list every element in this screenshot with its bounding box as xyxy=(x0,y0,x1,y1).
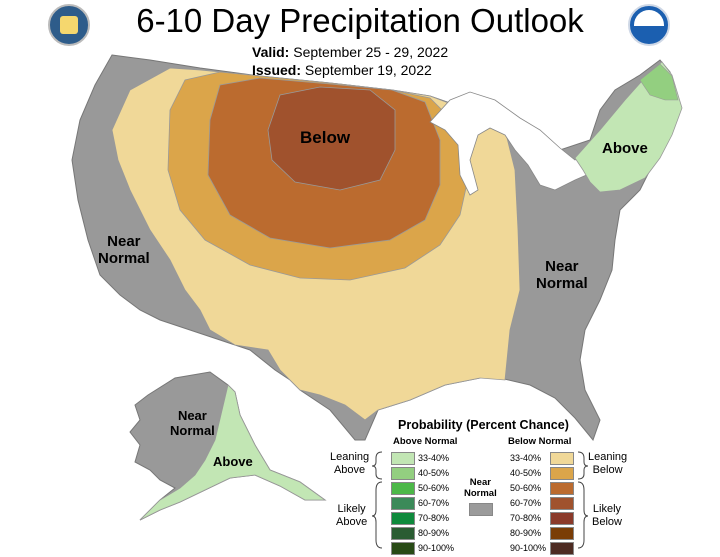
label-above-ne: Above xyxy=(602,140,648,157)
legend-above-bin-label: 40-50% xyxy=(418,468,450,478)
legend-below-bin-swatch xyxy=(550,482,574,495)
label-near-ak-1: Near xyxy=(177,408,207,423)
legend-below-bin-label: 33-40% xyxy=(510,453,542,463)
legend-below-bin-label: 80-90% xyxy=(510,528,542,538)
legend-below-bin-swatch xyxy=(550,542,574,555)
legend-above-bin-label: 80-90% xyxy=(418,528,450,538)
noaa-logo-text: NOAA xyxy=(638,18,662,27)
legend-leaning-above-1: Leaning xyxy=(330,451,370,463)
legend-below-bin-label: 40-50% xyxy=(510,468,542,478)
issued-value: September 19, 2022 xyxy=(304,62,432,78)
valid-label: Valid: xyxy=(252,44,290,60)
legend-above-bin-label: 90-100% xyxy=(418,543,455,553)
noaa-logo-icon: NOAA xyxy=(628,4,670,46)
brace-likely-below xyxy=(577,481,589,549)
commerce-seal-icon xyxy=(48,4,90,46)
label-near-east: Near Normal xyxy=(536,258,588,292)
issued-label: Issued: xyxy=(252,62,302,78)
legend-below-bin-label: 50-60% xyxy=(510,483,542,493)
legend-likely-above-2: Above xyxy=(336,516,368,528)
legend-below-bin-swatch xyxy=(550,512,574,525)
legend-above-bin-label: 33-40% xyxy=(418,453,450,463)
legend-title: Probability (Percent Chance) xyxy=(398,418,569,432)
legend-leaning-below: Leaning Below xyxy=(588,451,627,477)
valid-line: Valid: September 25 - 29, 2022 xyxy=(252,44,448,60)
legend-above-bin-swatch xyxy=(391,512,415,525)
label-near-west-2: Normal xyxy=(98,250,150,267)
legend-below-bin-swatch xyxy=(550,497,574,510)
legend-below-bin-label: 90-100% xyxy=(510,543,547,553)
above-ne-region-darker xyxy=(639,63,679,101)
legend-leaning-above-2: Above xyxy=(333,464,366,476)
legend-above-bin-swatch xyxy=(391,497,415,510)
legend-near-normal-1: Near xyxy=(469,477,491,488)
legend-leaning-above: Leaning Above xyxy=(330,451,369,477)
label-near-east-2: Normal xyxy=(536,275,588,292)
legend-above-bin-swatch xyxy=(391,482,415,495)
brace-likely-above xyxy=(371,481,383,549)
legend-likely-below: Likely Below xyxy=(592,503,622,529)
legend-leaning-below-1: Leaning xyxy=(588,451,628,463)
below-60-70-region xyxy=(267,86,396,191)
legend-above-header: Above Normal xyxy=(393,436,458,447)
label-near-ak-2: Normal xyxy=(170,423,215,438)
valid-value: September 25 - 29, 2022 xyxy=(293,44,449,60)
legend-likely-below-1: Likely xyxy=(592,503,622,515)
legend-below-bin-label: 70-80% xyxy=(510,513,542,523)
issued-line: Issued: September 19, 2022 xyxy=(252,62,432,78)
legend-above-bin-label: 50-60% xyxy=(418,483,450,493)
alaska-above-region xyxy=(139,384,327,521)
brace-leaning-above xyxy=(371,451,383,480)
legend-below-header: Below Normal xyxy=(508,436,572,447)
label-near-west: Near Normal xyxy=(98,233,150,267)
label-above-ak: Above xyxy=(213,454,253,469)
legend-near-normal: Near Normal xyxy=(464,477,497,499)
legend-below-bin-swatch xyxy=(550,452,574,465)
label-near-west-1: Near xyxy=(107,233,141,250)
legend-leaning-below-2: Below xyxy=(592,464,623,476)
legend-above-bin-swatch xyxy=(391,542,415,555)
brace-leaning-below xyxy=(577,451,589,480)
legend-likely-below-2: Below xyxy=(592,516,622,528)
legend-below-bin-swatch xyxy=(550,527,574,540)
legend-below-bin-swatch xyxy=(550,467,574,480)
legend-near-normal-2: Normal xyxy=(464,488,497,499)
legend-likely-above-1: Likely xyxy=(337,503,366,515)
label-below: Below xyxy=(300,128,351,147)
page-title: 6-10 Day Precipitation Outlook xyxy=(136,2,584,39)
legend-above-bin-swatch xyxy=(391,452,415,465)
legend-below-bin-label: 60-70% xyxy=(510,498,542,508)
legend-above-bin-label: 60-70% xyxy=(418,498,450,508)
label-near-east-1: Near xyxy=(545,258,579,275)
legend-above-bin-swatch xyxy=(391,527,415,540)
legend-likely-above: Likely Above xyxy=(336,503,367,529)
legend-near-normal-swatch xyxy=(469,503,493,516)
legend-above-bin-swatch xyxy=(391,467,415,480)
great-lakes xyxy=(429,91,599,196)
label-near-ak: Near Normal xyxy=(170,408,215,438)
legend-above-bin-label: 70-80% xyxy=(418,513,450,523)
